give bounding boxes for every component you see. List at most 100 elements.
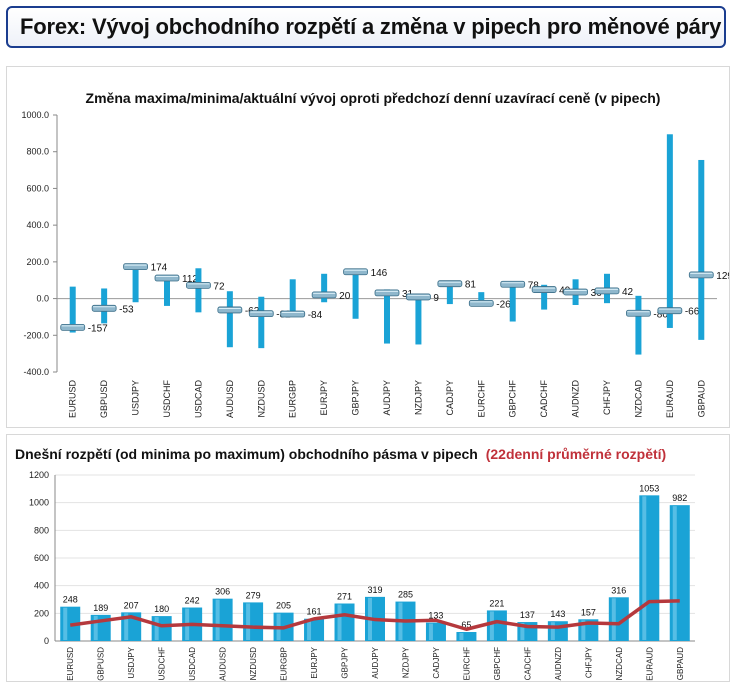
range-bar-shine: [520, 623, 525, 640]
range-change-chart: Změna maxima/minima/aktuální vývoj oprot…: [21, 90, 733, 419]
range-bar-shine: [63, 607, 68, 640]
daily-range-chart: Dnešní rozpětí (od minima po maximum) ob…: [15, 446, 695, 681]
bar-value-label: 207: [124, 600, 139, 610]
x-tick-label: GBPCHF: [508, 380, 518, 418]
range-bar-shine: [307, 619, 312, 640]
range-bar: [509, 281, 516, 322]
current-value-label: -84: [308, 310, 323, 321]
bar-value-label: 1053: [639, 483, 659, 493]
x-tick-label: EURUSD: [68, 380, 78, 419]
range-bar-shine: [154, 617, 159, 640]
range-bar-shine: [246, 603, 251, 640]
x-tick-label: NZDCAD: [633, 380, 643, 418]
y-tick-label: -400.0: [23, 367, 49, 377]
x-tick-label: AUDNZD: [571, 380, 581, 418]
bar-value-label: 982: [672, 493, 687, 503]
bar-value-label: 285: [398, 590, 413, 600]
bar-value-label: 143: [550, 609, 565, 619]
x-tick-label: EURJPY: [310, 646, 319, 678]
daily-range-chart-title: Dnešní rozpětí (od minima po maximum) ob…: [15, 446, 478, 462]
current-marker: [563, 288, 588, 296]
average-range-line: [70, 599, 680, 631]
y-tick-label: 1000: [29, 498, 49, 508]
bar-value-label: 271: [337, 592, 352, 602]
current-marker: [248, 310, 274, 318]
current-marker: [531, 286, 557, 293]
bar-value-label: 279: [246, 590, 261, 600]
range-bar: [415, 294, 422, 345]
range-change-chart-title: Změna maxima/minima/aktuální vývoj oprot…: [86, 90, 661, 106]
x-tick-label: USDCHF: [158, 647, 167, 680]
x-tick-label: USDCHF: [162, 379, 172, 417]
current-value-label: -26: [496, 299, 511, 310]
range-bar-shine: [428, 623, 433, 640]
bar-value-label: 248: [63, 595, 78, 605]
current-marker: [311, 291, 337, 299]
range-bar-shine: [611, 598, 616, 640]
x-tick-label: EURUSD: [66, 647, 75, 681]
x-tick-label: USDJPY: [127, 646, 136, 678]
range-bar-shine: [215, 599, 220, 640]
bar-value-label: 221: [489, 598, 504, 608]
bar-value-label: 157: [581, 607, 596, 617]
y-tick-label: 0: [44, 636, 49, 646]
current-value-label: 20: [339, 291, 351, 302]
x-tick-label: NZDJPY: [413, 380, 423, 415]
current-value-label: 129: [716, 271, 729, 282]
current-value-label: 146: [371, 268, 388, 279]
y-tick-label: 600: [34, 553, 49, 563]
range-bar-shine: [459, 633, 464, 640]
current-value-label: 42: [622, 287, 634, 298]
range-bar-shine: [642, 496, 647, 640]
range-bar: [698, 159, 705, 340]
x-tick-label: GBPUSD: [99, 380, 109, 419]
range-bar: [321, 273, 328, 303]
current-marker: [594, 287, 620, 295]
current-marker: [280, 310, 306, 318]
x-tick-label: CADCHF: [539, 379, 549, 417]
range-bar: [69, 286, 76, 333]
x-tick-label: USDCAD: [188, 647, 197, 681]
current-value-label: -157: [88, 323, 108, 334]
range-bar: [446, 281, 453, 305]
range-bar: [541, 284, 548, 310]
y-tick-label: 200: [34, 608, 49, 618]
y-tick-label: 600.0: [26, 183, 49, 193]
range-change-panel: Změna maxima/minima/aktuální vývoj oprot…: [6, 66, 733, 428]
current-marker: [468, 299, 494, 307]
range-bar-shine: [550, 622, 555, 640]
current-marker: [60, 323, 86, 331]
x-tick-label: EURGBP: [288, 380, 298, 418]
x-tick-label: EURGBP: [280, 647, 289, 681]
x-tick-label: AUDUSD: [219, 647, 228, 681]
current-marker: [374, 289, 400, 297]
x-tick-label: EURAUD: [645, 647, 654, 681]
bar-value-label: 306: [215, 587, 230, 597]
x-tick-label: NZDJPY: [401, 646, 410, 678]
range-bar: [132, 264, 139, 303]
x-tick-label: CHFJPY: [584, 646, 593, 678]
range-bar: [289, 279, 296, 317]
bar-value-label: 319: [367, 585, 382, 595]
bar-value-label: 242: [185, 596, 200, 606]
range-bar: [478, 292, 485, 305]
daily-range-panel: Dnešní rozpětí (od minima po maximum) ob…: [6, 434, 730, 682]
range-bar: [195, 268, 202, 313]
x-tick-label: EURJPY: [319, 380, 329, 416]
current-marker: [154, 274, 180, 282]
bar-value-label: 316: [611, 585, 626, 595]
y-tick-label: 0.0: [36, 294, 49, 304]
y-tick-label: 800: [34, 525, 49, 535]
x-tick-label: AUDUSD: [225, 380, 235, 419]
x-tick-label: AUDJPY: [382, 380, 392, 416]
current-value-label: -80: [653, 309, 668, 320]
x-tick-label: CADCHF: [523, 647, 532, 680]
current-value-label: -66: [685, 307, 700, 318]
range-bar: [164, 275, 170, 306]
y-tick-label: 400: [34, 581, 49, 591]
bar-value-label: 133: [428, 611, 443, 621]
x-tick-label: GBPCHF: [493, 647, 502, 680]
current-value-label: 72: [213, 281, 225, 292]
x-tick-label: CHFJPY: [602, 380, 612, 415]
range-bar: [384, 289, 390, 344]
